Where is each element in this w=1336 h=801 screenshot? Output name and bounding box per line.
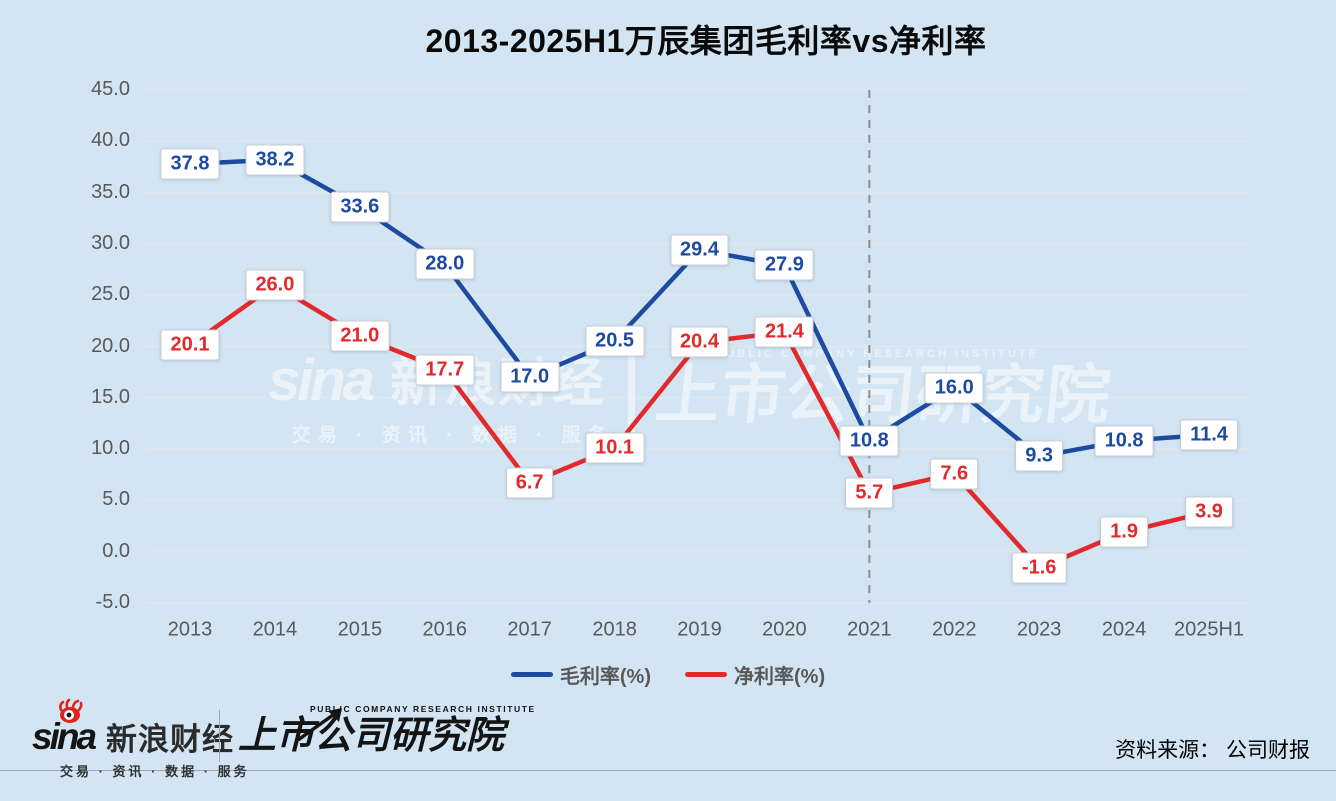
x-axis-tick-label: 2022 bbox=[932, 618, 977, 641]
y-axis-tick-label: 25.0 bbox=[91, 283, 130, 306]
sina-eye-icon bbox=[59, 698, 83, 723]
net-margin-legend-label: 净利率(%) bbox=[734, 666, 826, 688]
institute-logo-en: PUBLIC COMPANY RESEARCH INSTITUTE bbox=[310, 704, 536, 714]
x-axis-tick-label: 2024 bbox=[1101, 618, 1147, 641]
institute-watermark: PUBLIC COMPANY RESEARCH INSTITUTE 上市公司研究… bbox=[652, 348, 1115, 431]
institute-arrow-icon bbox=[296, 708, 342, 742]
x-axis-tick-label: 2013 bbox=[167, 618, 213, 641]
sina-logo-text: sina bbox=[32, 716, 97, 757]
sina-logo-watermark-text: sina bbox=[268, 348, 375, 413]
gross-margin-swatch-icon bbox=[510, 672, 553, 677]
legend-item-net-margin: 净利率(%) bbox=[685, 660, 825, 689]
sina-finance-watermark-text: 新浪财经 bbox=[390, 355, 607, 413]
footer: sina 新浪财经 交易 · 资讯 · 数据 · 服务 PUBLIC COMPA… bbox=[0, 698, 1336, 779]
y-axis-tick-label: -5.0 bbox=[95, 591, 130, 613]
y-axis-tick-label: 45.0 bbox=[91, 78, 130, 100]
x-axis-tick-label: 2014 bbox=[252, 618, 298, 641]
chart-title: 2013-2025H1万辰集团毛利率vs净利率 bbox=[425, 23, 987, 59]
y-axis-tick-label: 10.0 bbox=[91, 437, 130, 460]
x-axis-tick-label: 2015 bbox=[337, 618, 383, 641]
legend-item-gross-margin: 毛利率(%) bbox=[510, 660, 651, 689]
footer-divider-line bbox=[0, 770, 1336, 771]
y-axis-tick-label: 40.0 bbox=[91, 129, 130, 152]
y-axis-tick-label: 20.0 bbox=[91, 334, 130, 357]
y-axis-tick-label: 30.0 bbox=[91, 231, 130, 254]
y-axis-tick-label: 15.0 bbox=[91, 385, 130, 408]
sina-tagline-watermark: 交易 · 资讯 · 数据 · 服务 bbox=[292, 425, 614, 446]
x-axis-tick-label: 2021 bbox=[847, 618, 892, 641]
gross-margin-legend-label: 毛利率(%) bbox=[559, 666, 651, 688]
chart-legend: 毛利率(%) 净利率(%) bbox=[0, 660, 1336, 689]
sina-tagline-text: 交易 · 资讯 · 数据 · 服务 bbox=[60, 764, 250, 779]
institute-logo-cn: 上市公司研究院 bbox=[238, 715, 505, 757]
y-axis-tick-label: 5.0 bbox=[102, 488, 130, 511]
sina-finance-logo: sina 新浪财经 交易 · 资讯 · 数据 · 服务 bbox=[32, 698, 250, 780]
institute-watermark-cn: 上市公司研究院 bbox=[652, 359, 1115, 431]
footer-logo-divider bbox=[219, 710, 220, 762]
net-margin-swatch-icon bbox=[685, 672, 727, 677]
institute-logo: PUBLIC COMPANY RESEARCH INSTITUTE 上市公司研究… bbox=[238, 704, 536, 760]
y-axis-tick-label: 0.0 bbox=[102, 539, 130, 562]
x-axis-tick-label: 2023 bbox=[1016, 618, 1062, 641]
x-axis-tick-label: 2020 bbox=[762, 618, 807, 641]
x-axis-tick-label: 2016 bbox=[422, 618, 468, 641]
sina-watermark: sina 新浪财经 交易 · 资讯 · 数据 · 服务 bbox=[268, 352, 614, 447]
x-axis-tick-label: 2018 bbox=[592, 618, 637, 641]
x-axis-tick-label: 2025H1 bbox=[1173, 618, 1245, 641]
data-source-note: 资料来源： 公司财报 bbox=[1115, 739, 1310, 762]
sina-finance-brand-text: 新浪财经 bbox=[106, 722, 235, 757]
x-axis-tick-label: 2017 bbox=[507, 618, 552, 641]
x-axis-tick-label: 2019 bbox=[677, 618, 722, 641]
y-axis-tick-label: 35.0 bbox=[91, 180, 130, 203]
watermark-divider-bar bbox=[628, 352, 635, 448]
